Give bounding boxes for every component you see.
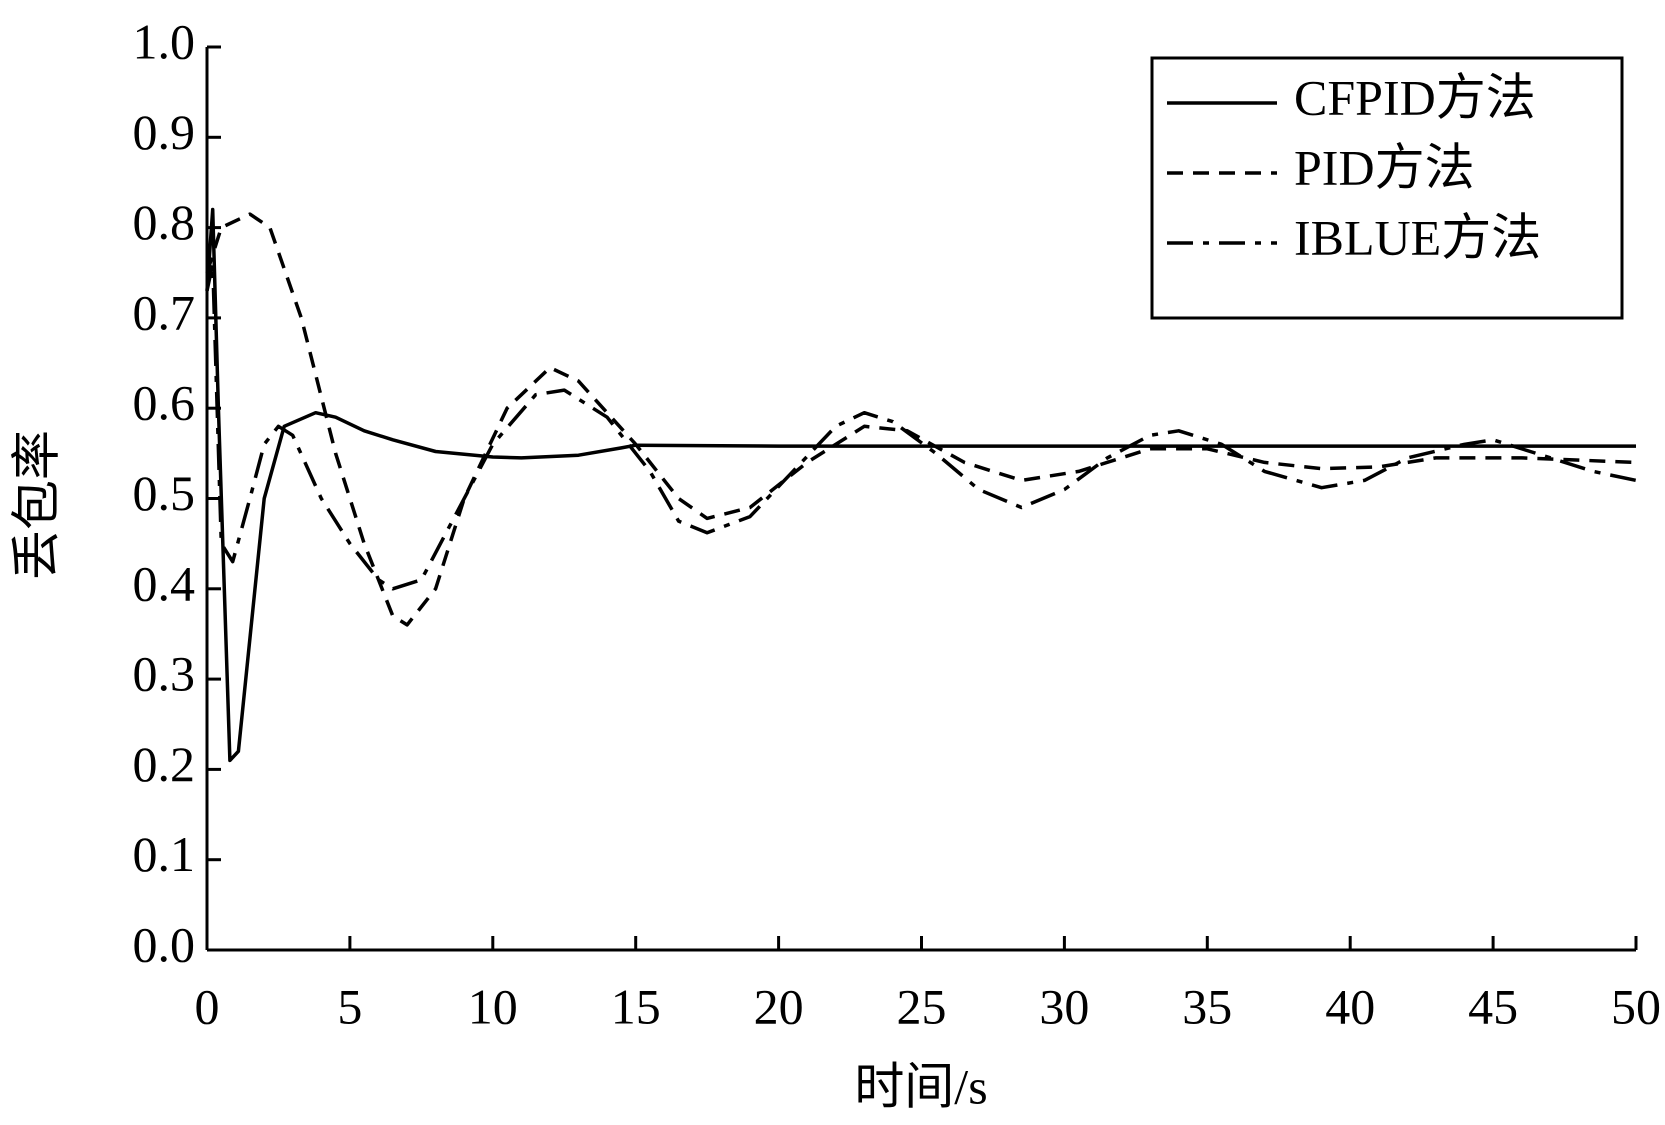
x-tick-label: 0: [195, 978, 220, 1034]
x-tick-label: 25: [897, 978, 947, 1034]
x-tick-label: 45: [1468, 978, 1518, 1034]
x-tick-label: 30: [1039, 978, 1089, 1034]
y-tick-label: 0.5: [133, 465, 196, 521]
y-tick-label: 0.9: [133, 104, 196, 160]
legend-label: PID方法: [1294, 139, 1475, 195]
y-tick-label: 0.1: [133, 826, 196, 882]
y-tick-label: 0.0: [133, 916, 196, 972]
y-tick-label: 0.4: [133, 555, 196, 611]
series-line: [205, 207, 1636, 763]
x-axis-label: 时间/s: [854, 1058, 987, 1114]
x-tick-label: 5: [337, 978, 362, 1034]
y-tick-label: 0.6: [133, 375, 196, 431]
legend-label: IBLUE方法: [1294, 209, 1541, 265]
series-line: [205, 261, 1637, 591]
y-tick-label: 0.3: [133, 646, 196, 702]
x-tick-label: 35: [1182, 978, 1232, 1034]
x-tick-label: 50: [1611, 978, 1661, 1034]
legend-label: CFPID方法: [1294, 69, 1536, 125]
y-tick-label: 0.2: [133, 736, 196, 792]
y-axis-label: 丢包率: [8, 430, 64, 580]
x-tick-label: 15: [611, 978, 661, 1034]
y-tick-label: 0.8: [133, 194, 196, 250]
x-tick-label: 20: [754, 978, 804, 1034]
y-tick-label: 0.7: [133, 284, 196, 340]
series-line: [205, 212, 1637, 627]
x-tick-label: 10: [468, 978, 518, 1034]
y-tick-label: 1.0: [133, 13, 196, 69]
x-tick-label: 40: [1325, 978, 1375, 1034]
